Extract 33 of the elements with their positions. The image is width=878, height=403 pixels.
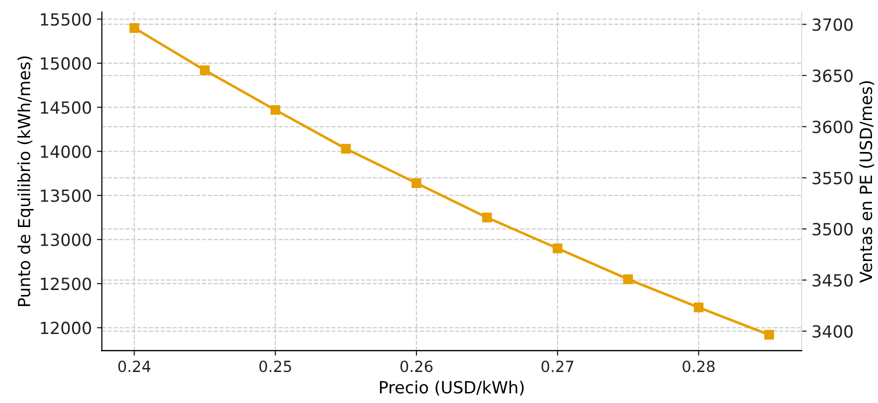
point <box>694 302 704 312</box>
y-axis-title: Punto de Equilibrio (kWh/mes) <box>17 56 34 306</box>
x-tick-label: 0.28 <box>682 360 715 372</box>
y2-tick-label: 3450 <box>812 274 853 287</box>
y-tick-label: 12000 <box>40 322 92 334</box>
x-axis-title: Precio (USD/kWh) <box>380 380 524 396</box>
x-tick-label: 0.26 <box>400 360 433 372</box>
point <box>764 330 774 340</box>
y-tick-label: 13500 <box>40 189 92 202</box>
point <box>412 178 422 188</box>
point <box>200 65 210 76</box>
y2-tick-label: 3500 <box>812 222 853 236</box>
x-tick-label: 0.24 <box>118 360 150 372</box>
y2-tick-label: 3700 <box>812 18 853 31</box>
point <box>270 105 280 115</box>
y2-tick-label: 3550 <box>812 172 853 184</box>
point <box>482 212 492 222</box>
point <box>129 23 140 33</box>
point <box>341 144 351 154</box>
y2-axis-title: Ventas en PE (USD/mes) <box>859 81 874 283</box>
y-tick-label: 14500 <box>40 101 92 114</box>
y-tick-label: 12500 <box>40 278 92 290</box>
point <box>623 274 633 284</box>
x-tick-label: 0.27 <box>542 360 574 372</box>
x-tick-label: 0.25 <box>259 360 292 372</box>
y-tick-label: 15500 <box>40 13 92 26</box>
y2-tick-label: 3650 <box>812 69 853 82</box>
point <box>552 243 562 254</box>
y-tick-label: 14000 <box>40 145 92 158</box>
y-tick-label: 13000 <box>40 233 92 246</box>
y2-tick-label: 3400 <box>812 325 853 338</box>
y2-tick-label: 3600 <box>812 120 853 134</box>
y-tick-label: 15000 <box>40 57 92 70</box>
